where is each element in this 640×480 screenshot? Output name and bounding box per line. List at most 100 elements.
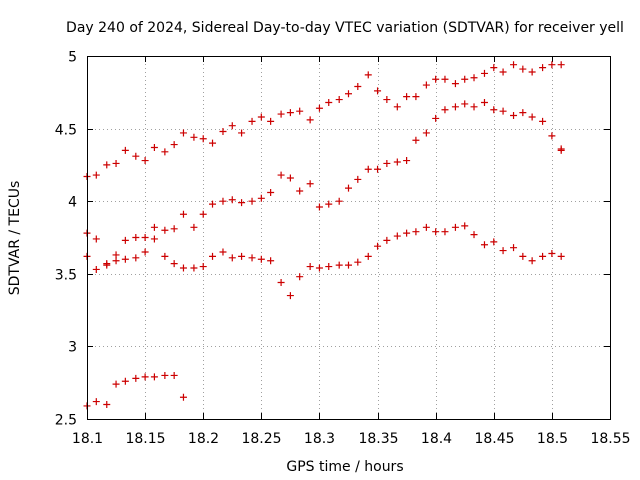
x-tick-label: 18.55 — [590, 431, 630, 447]
y-tick-label: 2.5 — [55, 413, 77, 429]
data-point-middle — [432, 114, 440, 122]
data-point-upper — [277, 110, 285, 118]
data-point-upper — [150, 143, 158, 151]
data-point-middle — [238, 199, 246, 207]
data-point-middle — [267, 188, 275, 196]
data-point-middle — [257, 194, 265, 202]
data-point-middle — [248, 197, 256, 205]
data-point-upper — [519, 65, 527, 73]
y-axis-label: SDTVAR / TECUs — [7, 181, 23, 296]
data-point-lower — [364, 252, 372, 260]
data-point-middle — [345, 184, 352, 192]
data-point-upper — [112, 159, 120, 167]
data-point-upper — [199, 135, 207, 143]
data-point-upper — [286, 109, 294, 117]
data-point-bottom — [161, 371, 169, 379]
data-point-upper — [306, 116, 314, 124]
y-axis-ticks: 2.5 3 3.5 4 4.5 5 — [55, 50, 610, 429]
x-tick-label: 18.5 — [537, 431, 568, 447]
data-point-middle — [490, 106, 498, 114]
data-point-upper — [296, 107, 304, 115]
data-point-upper — [238, 129, 246, 137]
data-point-bottom — [112, 380, 120, 388]
data-point-middle — [510, 112, 518, 120]
data-point-lower — [441, 228, 449, 236]
data-point-middle — [412, 136, 420, 144]
data-point-bottom — [179, 393, 187, 401]
x-tick-label: 18.2 — [188, 431, 219, 447]
data-point-middle — [209, 200, 217, 208]
data-point-upper — [103, 161, 111, 169]
data-point-lower — [315, 264, 323, 272]
data-point-lower — [383, 236, 391, 244]
data-point-upper — [528, 68, 536, 76]
data-point-lower — [499, 247, 507, 255]
data-point-middle — [393, 158, 401, 166]
data-point-bottom — [92, 398, 100, 406]
data-point-middle — [277, 171, 285, 179]
data-point-middle — [528, 113, 536, 121]
data-point-lower — [451, 223, 459, 231]
data-point-lower — [257, 255, 265, 263]
data-point-lower — [190, 264, 198, 272]
data-point-middle — [132, 234, 140, 241]
data-point-upper — [539, 64, 547, 72]
data-point-middle — [228, 196, 236, 204]
x-axis-ticks: 18.1 18.15 18.2 18.25 18.3 18.35 18.4 18.45 18.5… — [72, 56, 631, 447]
data-point-lower — [519, 252, 527, 260]
data-point-bottom — [557, 145, 565, 153]
data-point-lower — [539, 252, 547, 260]
grid-lines — [87, 56, 610, 419]
data-point-lower — [325, 263, 333, 271]
y-tick-label: 3 — [68, 340, 77, 356]
data-point-middle — [92, 235, 100, 243]
data-point-middle — [451, 103, 459, 111]
x-tick-label: 18.4 — [421, 431, 452, 447]
data-point-upper — [510, 61, 518, 69]
data-point-upper — [461, 75, 469, 83]
data-point-lower — [112, 257, 120, 265]
data-point-bottom — [170, 371, 178, 379]
data-point-upper — [161, 148, 169, 156]
data-point-lower — [238, 252, 246, 260]
data-point-middle — [219, 197, 227, 205]
data-point-upper — [325, 98, 333, 106]
data-point-middle — [315, 203, 323, 211]
data-point-middle — [519, 109, 527, 117]
y-tick-label: 5 — [68, 50, 77, 66]
data-point-middle — [499, 107, 507, 115]
data-point-lower — [103, 261, 111, 269]
data-point-upper — [383, 96, 391, 104]
data-points — [83, 61, 565, 410]
data-point-lower — [209, 252, 217, 260]
data-point-lower — [306, 263, 314, 271]
data-point-lower — [150, 235, 158, 243]
y-tick-label: 4 — [68, 195, 77, 211]
data-point-bottom — [141, 373, 149, 381]
data-point-middle — [179, 210, 187, 218]
data-point-upper — [179, 129, 187, 137]
data-point-upper — [92, 171, 100, 179]
data-point-lower — [490, 238, 498, 246]
data-point-upper — [315, 104, 323, 112]
data-point-lower — [510, 244, 518, 252]
data-point-upper — [548, 61, 556, 69]
data-point-upper — [451, 80, 459, 88]
data-point-lower — [141, 248, 149, 256]
data-point-upper — [422, 81, 430, 89]
data-point-middle — [461, 100, 469, 108]
data-point-lower — [345, 261, 352, 269]
data-point-middle — [306, 180, 314, 188]
x-tick-label: 18.3 — [304, 431, 335, 447]
data-point-middle — [539, 117, 547, 125]
data-point-middle — [422, 129, 430, 137]
data-point-lower — [412, 228, 420, 236]
data-point-lower — [557, 252, 565, 260]
data-point-upper — [490, 64, 498, 72]
data-point-upper — [393, 103, 401, 111]
data-point-lower — [170, 260, 178, 268]
data-point-lower — [470, 231, 478, 239]
data-point-middle — [325, 200, 333, 208]
data-point-upper — [121, 146, 129, 154]
